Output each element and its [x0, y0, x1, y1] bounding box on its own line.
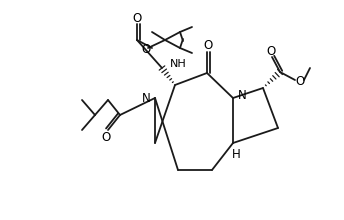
Text: N: N	[238, 88, 246, 101]
Text: O: O	[266, 44, 276, 57]
Text: O: O	[295, 75, 305, 88]
Text: O: O	[132, 11, 142, 24]
Text: O: O	[141, 42, 151, 55]
Text: O: O	[203, 38, 213, 51]
Text: O: O	[101, 130, 111, 143]
Text: N: N	[142, 92, 150, 104]
Text: NH: NH	[170, 59, 187, 69]
Text: H: H	[232, 147, 240, 161]
